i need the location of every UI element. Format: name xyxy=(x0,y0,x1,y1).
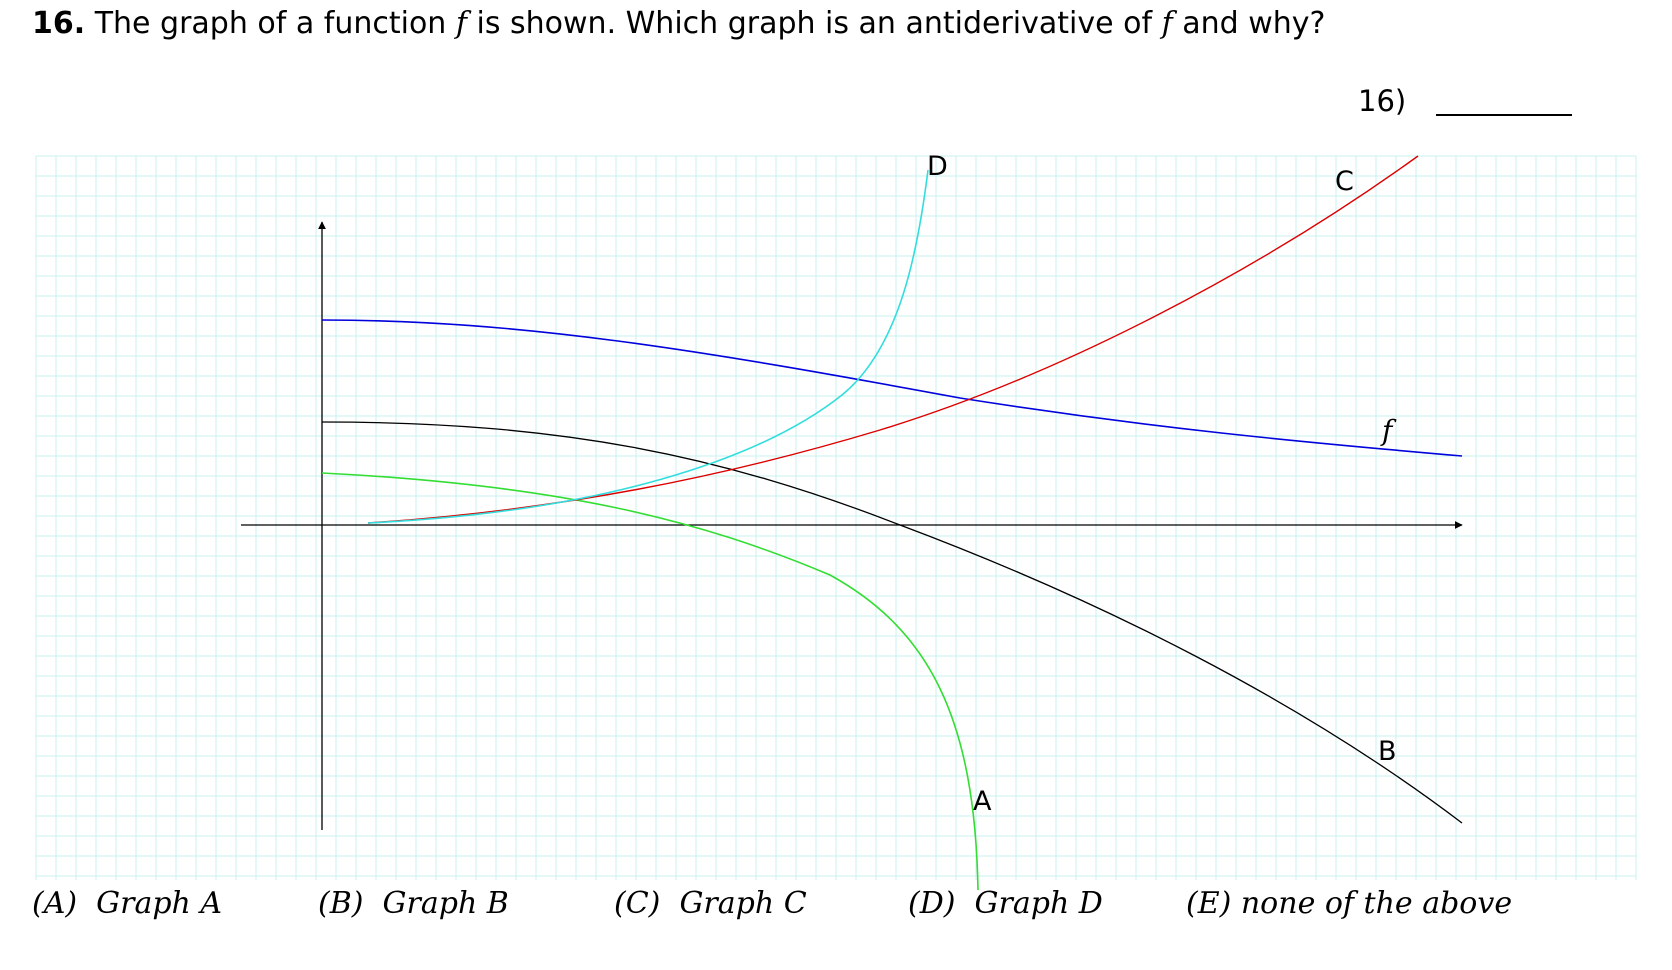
choice-e-label: (E) xyxy=(1186,886,1232,921)
choice-d-text: Graph D xyxy=(974,886,1103,921)
curve-c xyxy=(367,155,1419,524)
question-text-part1: The graph of a function xyxy=(94,6,447,41)
question-text-part2: is shown. Which graph is an antiderivati… xyxy=(476,6,1153,41)
curve-d xyxy=(367,169,929,524)
choice-a[interactable]: (A) Graph A xyxy=(32,886,222,921)
choice-e[interactable]: (E) none of the above xyxy=(1186,886,1512,921)
graph-grid xyxy=(35,155,1637,880)
curve-b xyxy=(321,421,1463,824)
curve-a xyxy=(321,472,979,891)
choice-b[interactable]: (B) Graph B xyxy=(318,886,509,921)
choice-a-text: Graph A xyxy=(96,886,223,921)
function-variable: f xyxy=(455,6,467,41)
choice-b-text: Graph B xyxy=(382,886,509,921)
choice-a-label: (A) xyxy=(32,886,78,921)
choice-b-label: (B) xyxy=(318,886,364,921)
curve-label-d: D xyxy=(927,151,948,182)
question-number: 16. xyxy=(32,6,86,41)
answer-label: 16) xyxy=(1358,84,1407,118)
answer-blank[interactable] xyxy=(1436,114,1572,116)
choice-c[interactable]: (C) Graph C xyxy=(614,886,807,921)
function-variable: f xyxy=(1161,6,1173,41)
question-text: 16. The graph of a function f is shown. … xyxy=(32,6,1325,41)
choice-c-text: Graph C xyxy=(679,886,807,921)
curve-label-c: C xyxy=(1335,166,1354,197)
question-text-part3: and why? xyxy=(1182,6,1326,41)
choice-c-label: (C) xyxy=(614,886,661,921)
choice-d-label: (D) xyxy=(908,886,956,921)
curve-label-b: B xyxy=(1378,736,1397,767)
curve-label-a: A xyxy=(973,786,992,817)
curve-label-f: f xyxy=(1380,414,1397,447)
choice-d[interactable]: (D) Graph D xyxy=(908,886,1103,921)
choice-e-text: none of the above xyxy=(1240,886,1513,921)
curve-f xyxy=(321,319,1463,457)
